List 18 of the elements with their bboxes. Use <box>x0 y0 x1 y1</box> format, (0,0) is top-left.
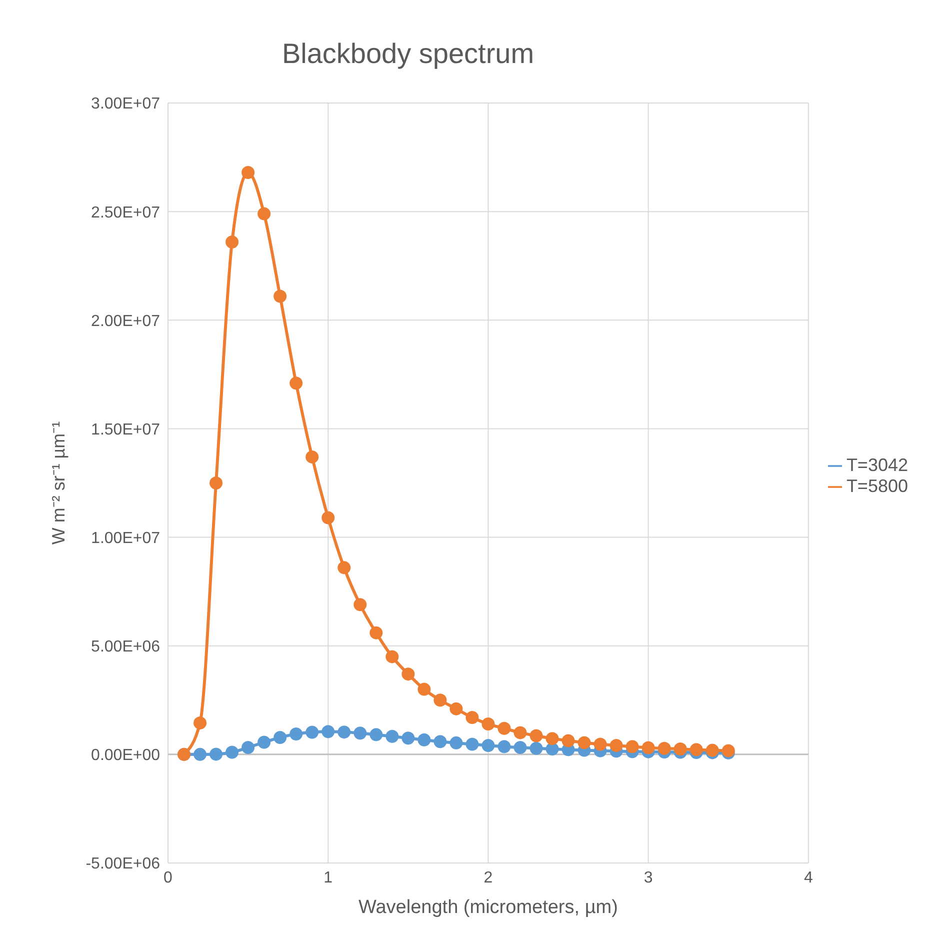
legend-label: T=5800 <box>846 476 908 496</box>
y-tick-label: 3.00E+07 <box>91 96 160 113</box>
x-tick-label: 0 <box>164 869 173 886</box>
x-axis-title: Wavelength (micrometers, µm) <box>358 897 618 918</box>
y-tick-label: -5.00E+06 <box>86 856 160 873</box>
x-tick-label: 3 <box>644 869 653 886</box>
x-tick-label: 4 <box>804 869 813 886</box>
y-tick-label: 0.00E+00 <box>91 747 160 764</box>
x-tick-label: 1 <box>324 869 333 886</box>
x-tick-label: 2 <box>484 869 493 886</box>
y-axis-title: W m⁻² sr⁻¹ µm⁻¹ <box>48 421 68 545</box>
y-tick-label: 5.00E+06 <box>91 638 160 656</box>
legend-label: T=3042 <box>846 454 908 474</box>
y-tick-label: 2.50E+07 <box>91 204 160 222</box>
y-tick-label: 1.00E+07 <box>91 530 160 547</box>
chart-title: Blackbody spectrum <box>280 38 536 70</box>
y-tick-label: 1.50E+07 <box>91 421 160 438</box>
y-tick-label: 2.00E+07 <box>91 312 160 330</box>
